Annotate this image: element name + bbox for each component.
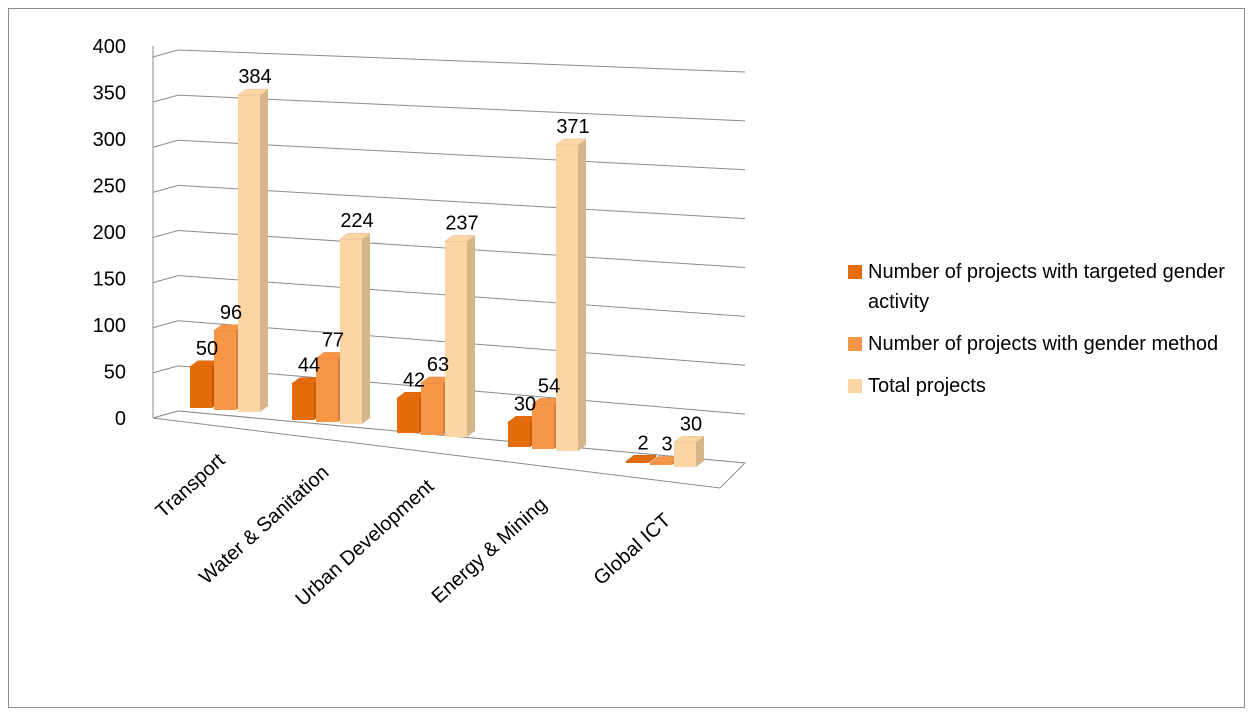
data-label: 3 xyxy=(661,434,672,456)
y-tick-label: 300 xyxy=(93,129,126,151)
bar-front xyxy=(190,366,212,408)
bar-front xyxy=(238,95,260,412)
gridline xyxy=(177,49,746,73)
bar xyxy=(673,435,705,467)
category-label: Global ICT xyxy=(590,509,676,589)
bar-front xyxy=(397,398,419,433)
data-label: 30 xyxy=(514,393,536,415)
bar-top xyxy=(237,88,269,96)
legend-swatch-gender-method xyxy=(848,337,862,351)
gridline xyxy=(177,139,746,171)
bar-side xyxy=(260,89,268,412)
data-label: 237 xyxy=(445,212,478,234)
bar-front xyxy=(316,358,338,422)
side-wall-gridline xyxy=(152,94,179,103)
bar-front xyxy=(508,422,530,447)
legend-label-gender-method: Number of projects with gender method xyxy=(868,333,1219,355)
bar-top xyxy=(339,232,371,240)
legend-swatch-targeted-activity xyxy=(848,265,862,279)
data-label: 371 xyxy=(556,116,589,138)
category-label: Transport xyxy=(152,449,230,522)
data-label: 77 xyxy=(322,329,344,351)
data-label: 224 xyxy=(340,210,373,232)
data-label: 42 xyxy=(403,369,425,391)
bar-top xyxy=(444,235,476,242)
data-label: 96 xyxy=(220,302,242,324)
y-tick-label: 400 xyxy=(93,36,126,58)
y-tick-label: 100 xyxy=(93,315,126,337)
bar-front xyxy=(421,383,443,435)
bar-front xyxy=(445,241,467,437)
y-tick-label: 200 xyxy=(93,222,126,244)
side-wall-gridline xyxy=(152,320,179,329)
side-wall-gridline xyxy=(152,230,179,238)
side-wall-gridline xyxy=(152,184,179,193)
side-wall-gridline xyxy=(152,275,179,284)
data-label: 44 xyxy=(298,355,320,377)
bar-front xyxy=(292,383,314,420)
gridline xyxy=(177,94,746,122)
side-wall-gridline xyxy=(152,365,179,374)
data-label: 2 xyxy=(637,432,648,454)
category-label: Energy & Mining xyxy=(428,493,552,608)
data-label: 30 xyxy=(680,413,702,435)
legend: Number of projects with targeted gender … xyxy=(848,257,1238,413)
bar-front xyxy=(340,239,362,424)
bar xyxy=(555,138,587,452)
legend-item-gender-method: Number of projects with gender method xyxy=(848,329,1238,359)
bar xyxy=(339,232,371,424)
floor xyxy=(152,410,747,489)
bar-front xyxy=(674,442,696,467)
bar-front xyxy=(532,404,554,449)
bar-side xyxy=(696,436,704,467)
bar xyxy=(625,455,657,463)
data-label: 63 xyxy=(427,354,449,376)
y-tick-label: 250 xyxy=(93,176,126,198)
bar-side xyxy=(648,455,656,463)
bar-top xyxy=(625,455,657,462)
category-label: Water & Sanitation xyxy=(195,461,333,588)
data-label: 384 xyxy=(238,66,271,88)
bar-side xyxy=(578,138,586,452)
gridline xyxy=(177,184,746,220)
legend-label-total-projects: Total projects xyxy=(868,375,986,397)
bar xyxy=(237,88,269,412)
legend-label-targeted-activity: Number of projects with targeted gender … xyxy=(868,261,1225,313)
y-tick-label: 350 xyxy=(93,83,126,105)
bar-top xyxy=(673,435,705,443)
bar-front xyxy=(556,144,578,452)
data-label: 54 xyxy=(538,375,560,397)
legend-item-targeted-activity: Number of projects with targeted gender … xyxy=(848,257,1238,317)
bar-front xyxy=(626,461,648,463)
y-tick-label: 50 xyxy=(104,362,126,384)
side-wall-gridline xyxy=(152,139,179,148)
bar-side xyxy=(467,235,475,437)
bar xyxy=(444,235,476,437)
data-label: 50 xyxy=(196,338,218,360)
legend-swatch-total-projects xyxy=(848,379,862,393)
bar-front xyxy=(650,462,672,465)
bar-front xyxy=(214,330,236,410)
bar-side xyxy=(362,233,370,424)
bar-top xyxy=(555,138,587,146)
y-tick-label: 0 xyxy=(115,408,126,430)
legend-item-total-projects: Total projects xyxy=(848,371,1238,401)
side-wall-gridline xyxy=(152,49,179,58)
y-tick-label: 150 xyxy=(93,269,126,291)
